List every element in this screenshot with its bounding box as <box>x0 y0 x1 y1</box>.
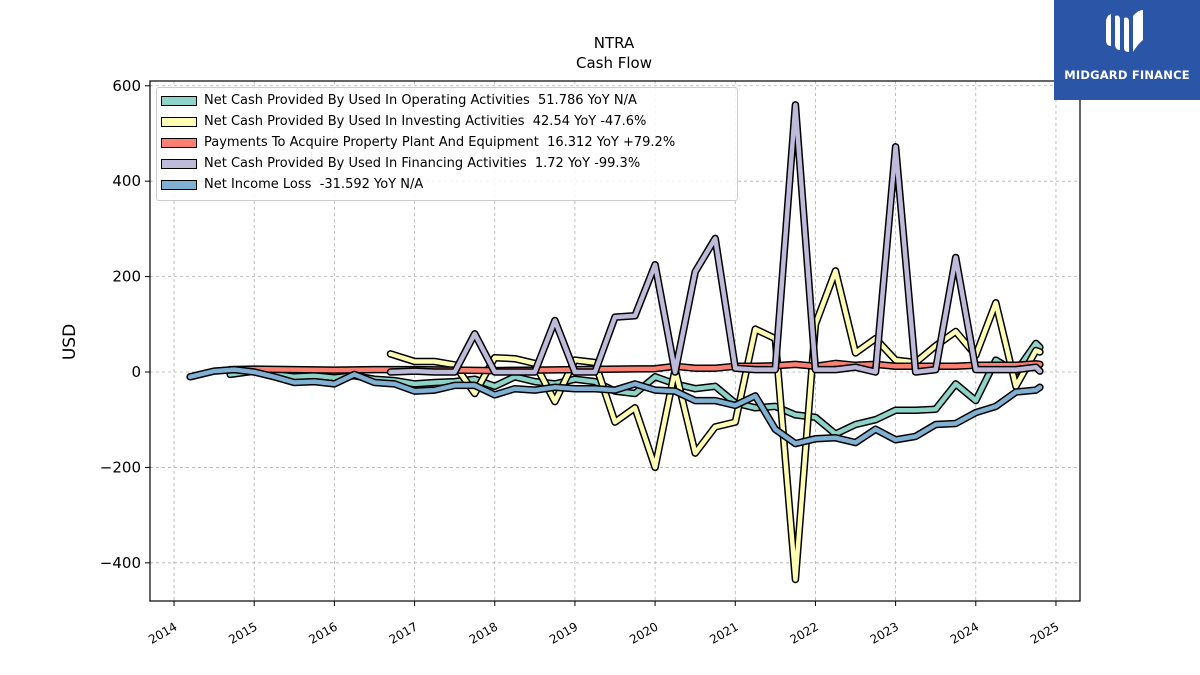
legend-swatch <box>161 96 197 106</box>
chart-subtitle: Cash Flow <box>576 54 652 72</box>
legend-swatch <box>161 159 197 169</box>
chart-title: NTRA <box>594 34 635 52</box>
legend-item-operating: Net Cash Provided By Used In Operating A… <box>157 91 737 111</box>
brand-name: MIDGARD FINANCE <box>1064 68 1190 82</box>
legend-item-net-income: Net Income Loss -31.592 YoY N/A <box>157 175 737 195</box>
legend-item-capex: Payments To Acquire Property Plant And E… <box>157 133 737 153</box>
legend-swatch <box>161 180 197 190</box>
y-tick-label: 400 <box>112 172 141 190</box>
legend-label: Payments To Acquire Property Plant And E… <box>204 135 676 150</box>
brand-logo: MIDGARD FINANCE <box>1054 0 1200 100</box>
series-line-4 <box>187 367 1043 446</box>
y-axis-label: USD <box>60 324 80 360</box>
x-tick-label: 2015 <box>226 619 259 646</box>
y-tick-label: 600 <box>112 77 141 95</box>
x-tick-label: 2020 <box>627 619 660 646</box>
y-tick-label: −400 <box>100 554 141 572</box>
y-tick-label: −200 <box>100 458 141 476</box>
series-lines <box>186 101 1044 584</box>
x-tick-label: 2025 <box>1028 619 1061 646</box>
series-line-1 <box>388 268 1043 582</box>
legend-label: Net Income Loss -31.592 YoY N/A <box>204 177 424 192</box>
x-tick-label: 2014 <box>146 619 179 646</box>
x-tick-label: 2021 <box>707 619 740 646</box>
x-tick-label: 2024 <box>948 619 981 646</box>
x-tick-label: 2017 <box>387 619 420 646</box>
y-tick-label: 200 <box>112 268 141 286</box>
y-tick-label: 0 <box>131 363 141 381</box>
legend-label: Net Cash Provided By Used In Investing A… <box>204 114 647 129</box>
series-line-3 <box>388 102 1043 375</box>
legend-item-financing: Net Cash Provided By Used In Financing A… <box>157 154 737 174</box>
legend-label: Net Cash Provided By Used In Financing A… <box>204 156 641 171</box>
legend-swatch <box>161 117 197 127</box>
legend: Net Cash Provided By Used In Operating A… <box>156 87 738 201</box>
legend-swatch <box>161 138 197 148</box>
x-tick-label: 2022 <box>787 619 820 646</box>
x-tick-label: 2018 <box>467 619 500 646</box>
plot-frame <box>149 80 1081 602</box>
brand-mark-icon <box>1106 10 1143 52</box>
legend-item-investing: Net Cash Provided By Used In Investing A… <box>157 112 737 132</box>
x-tick-label: 2016 <box>306 619 339 646</box>
legend-label: Net Cash Provided By Used In Operating A… <box>204 93 637 108</box>
x-tick-label: 2019 <box>547 619 580 646</box>
x-tick-label: 2023 <box>868 619 901 646</box>
